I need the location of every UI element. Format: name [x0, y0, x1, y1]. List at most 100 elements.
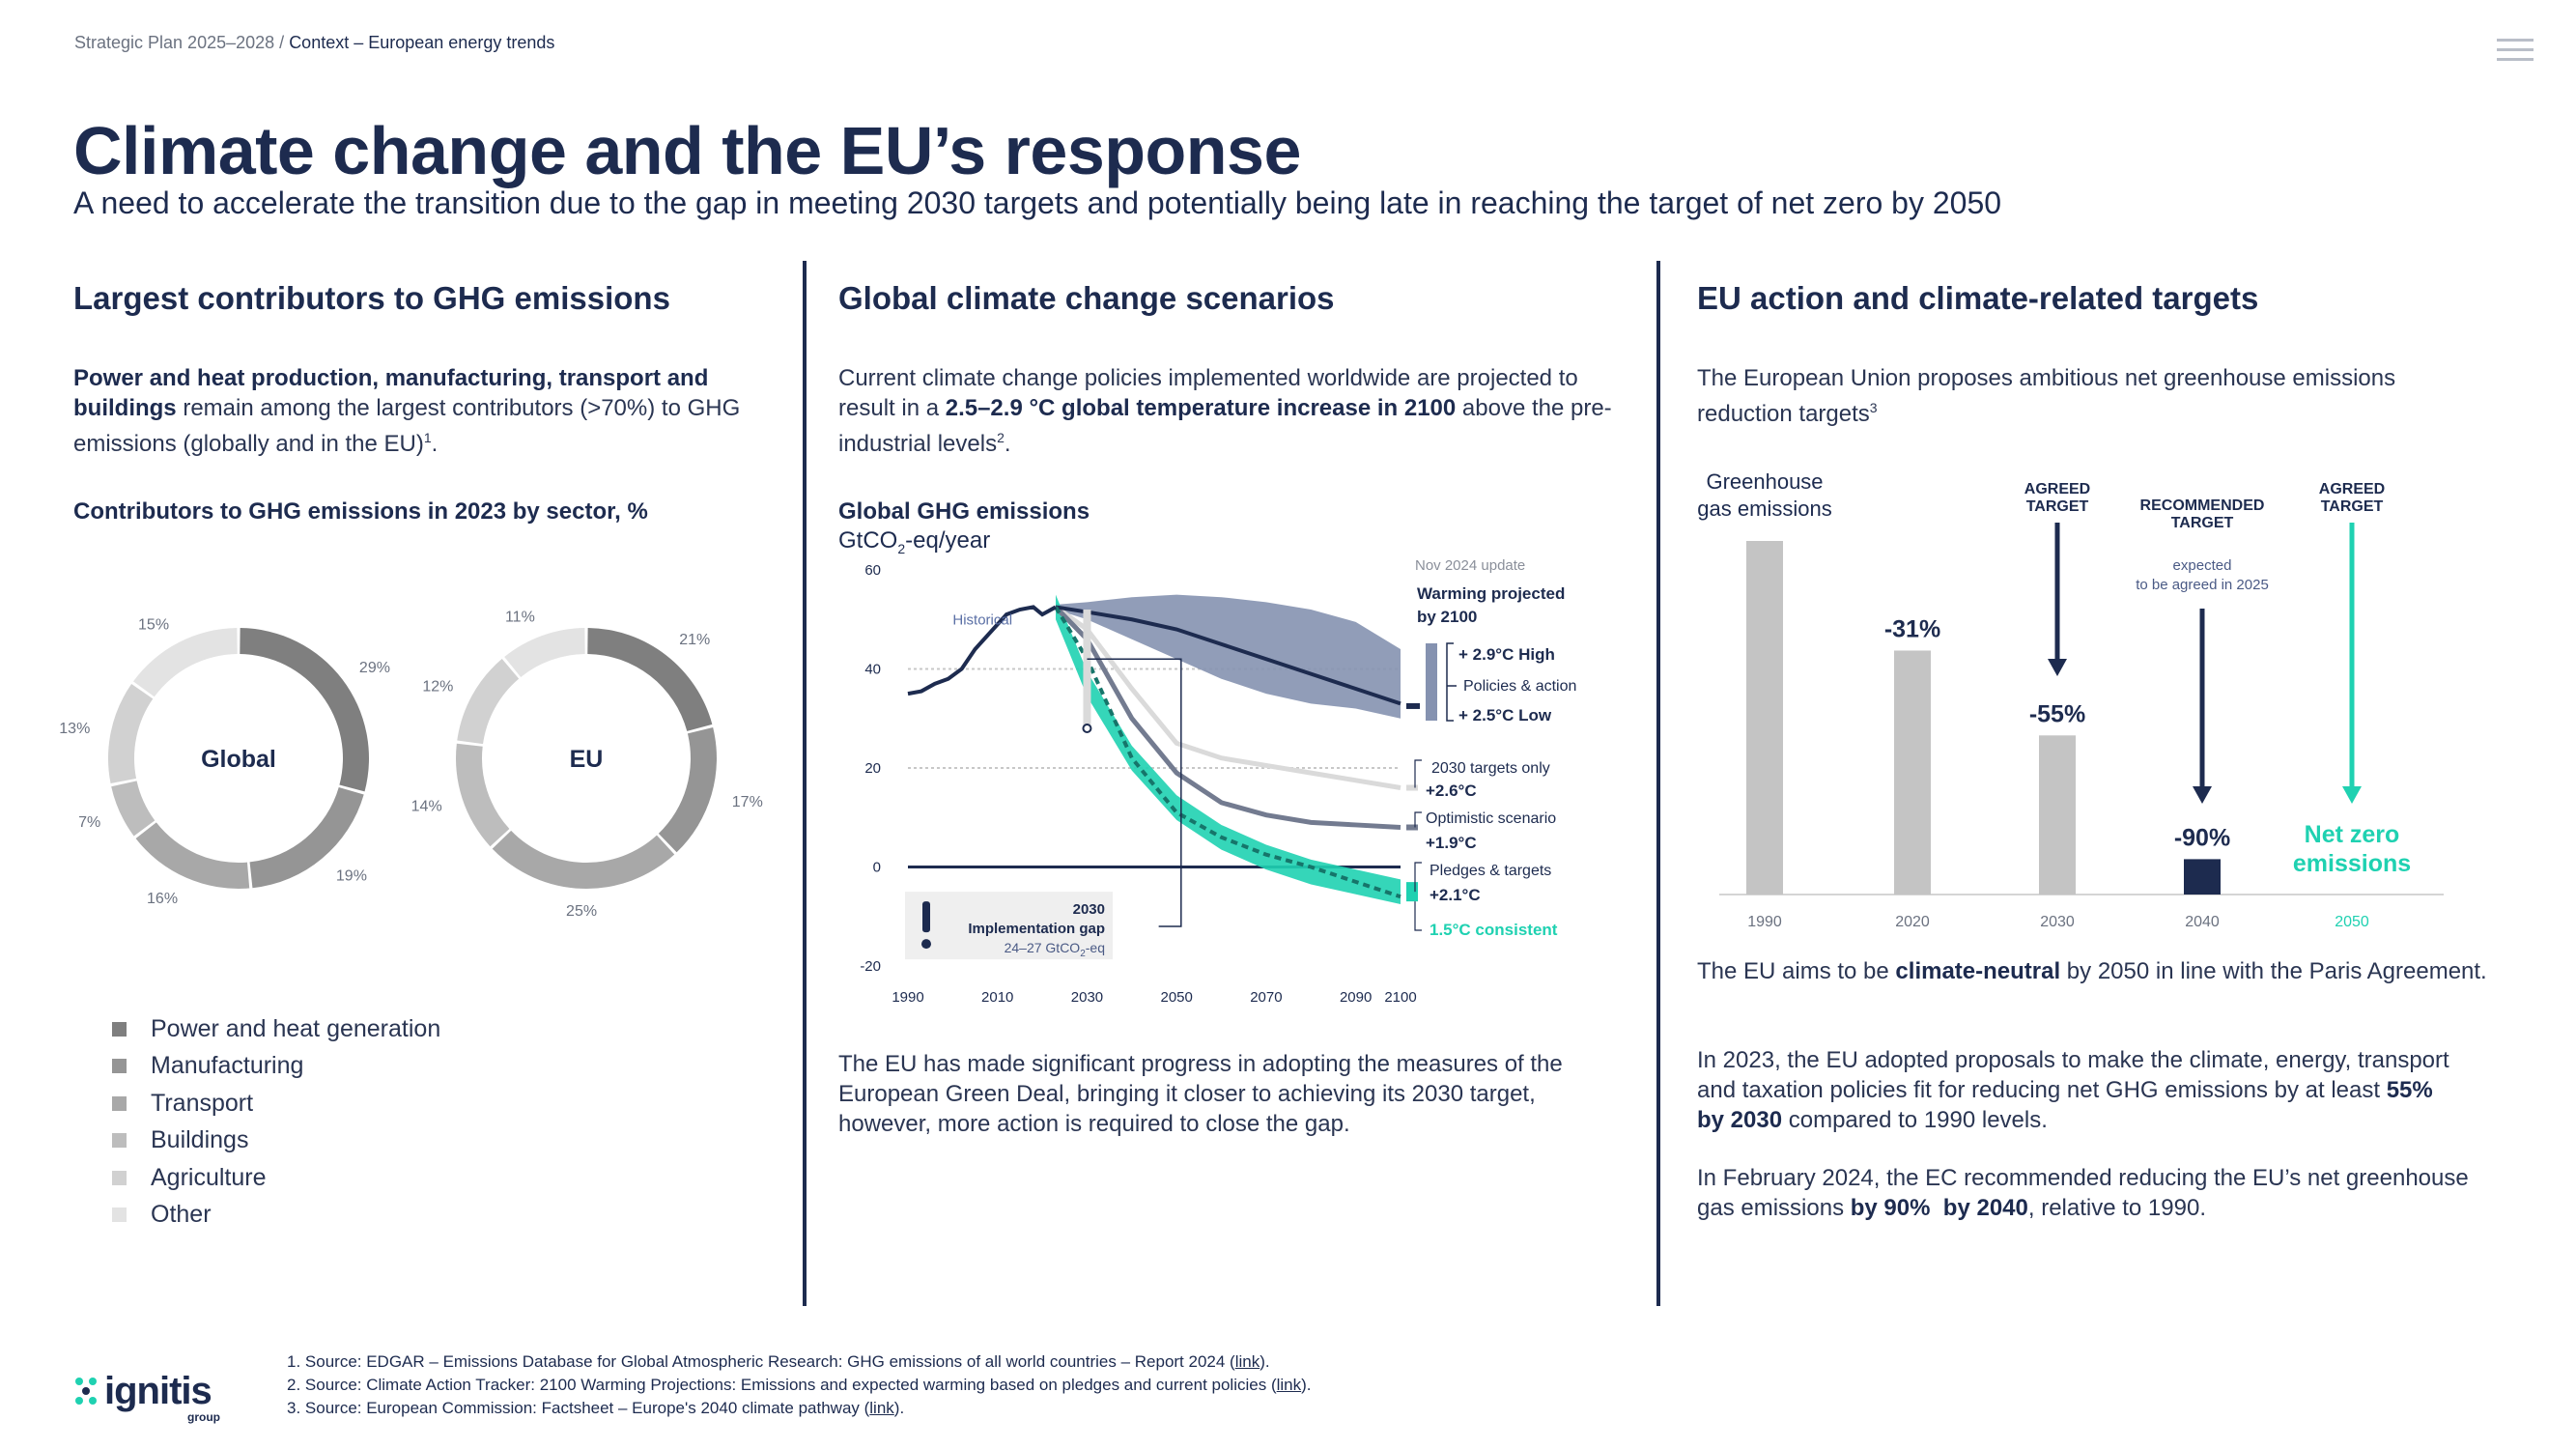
middle-p1-sup: 2: [997, 430, 1005, 445]
historical-line: [907, 605, 1057, 696]
footnote-link[interactable]: link: [1276, 1376, 1302, 1394]
annotation-label-1: RECOMMENDED: [2140, 497, 2265, 514]
y-tick-label: 20: [864, 760, 881, 777]
gap-range-pre: 24–27 GtCO: [1005, 940, 1081, 955]
logo-subtext: group: [187, 1410, 220, 1424]
donut-value-label: 12%: [422, 678, 453, 695]
policies-band: [1056, 594, 1401, 719]
annotation-label-2: TARGET: [2321, 498, 2384, 515]
range-bracket: [1446, 642, 1454, 722]
donut-slice: [135, 822, 250, 889]
legend-swatch: [112, 1021, 127, 1037]
right-p2-bold: climate-neutral: [1895, 958, 2061, 984]
scenario-end-marker: [1406, 824, 1418, 831]
footnote-text: Source: Climate Action Tracker: 2100 War…: [304, 1376, 1277, 1394]
value-label-2: emissions: [2293, 850, 2411, 877]
scenario-chart-unit: GtCO2-eq/year: [838, 527, 990, 556]
middle-p1-b: above the pre-industrial levels: [838, 395, 1612, 457]
donut-slice: [111, 781, 156, 837]
y-tick-label: 0: [873, 860, 881, 876]
legend-label: Manufacturing: [151, 1052, 304, 1080]
donut-slice: [492, 830, 675, 889]
donut-value-label: 11%: [505, 609, 535, 625]
label-consistent: 1.5°C consistent: [1430, 921, 1558, 939]
legend-swatch: [112, 1059, 127, 1074]
annotation-note-2: to be agreed in 2025: [2136, 577, 2269, 593]
bar: [1746, 541, 1783, 895]
legend-label: Agriculture: [151, 1163, 267, 1191]
x-tick-label: 2030: [1071, 989, 1103, 1006]
x-tick-label: 1990: [1747, 914, 1782, 930]
eu-targets-chart: Greenhouse gas emissions 1990 2020 -31% 2030 -…: [1697, 469, 2444, 930]
hamburger-menu-icon[interactable]: [2497, 39, 2534, 64]
footnotes: 1. Source: EDGAR – Emissions Database fo…: [287, 1350, 1312, 1420]
y-tick-label: -20: [860, 958, 881, 975]
label-optimistic-val: +1.9°C: [1426, 834, 1477, 852]
annotation-arrow-head: [2193, 786, 2212, 804]
footnote-link[interactable]: link: [1234, 1352, 1260, 1371]
donut-slice: [249, 787, 364, 889]
footnote-text: Source: EDGAR – Emissions Database for G…: [304, 1352, 1235, 1371]
y-tick-label: 60: [864, 562, 881, 579]
label-leader: [1414, 759, 1422, 788]
footnote-end: ).: [1301, 1376, 1312, 1394]
annotation-arrow-head: [2342, 786, 2362, 804]
donut-value-label: 21%: [679, 632, 710, 648]
label-targets-only: 2030 targets only: [1431, 760, 1550, 777]
value-label-1: Net zero: [2305, 821, 2400, 848]
legend-item: Buildings: [112, 1122, 440, 1160]
right-paragraph-1: The European Union proposes ambitious ne…: [1697, 363, 2489, 429]
footnote-text: Source: European Commission: Factsheet –…: [304, 1399, 870, 1417]
bar: [2039, 735, 2076, 895]
gap-connector: [1087, 658, 1182, 927]
left-p1-rest: remain among the largest contributors (>…: [73, 395, 741, 457]
legend-item: Other: [112, 1197, 440, 1235]
series-label-2: gas emissions: [1697, 497, 1831, 521]
scenario-end-marker: [1406, 882, 1418, 902]
middle-p1-a: Current climate change policies implemen…: [838, 365, 1578, 421]
gap-year: 2030: [1073, 901, 1105, 918]
x-tick-label: 2090: [1340, 989, 1372, 1006]
donut-value-label: 13%: [59, 721, 90, 737]
legend-item: Power and heat generation: [112, 1010, 440, 1048]
right-p3-bold2: by 2030: [1697, 1107, 1783, 1133]
footnote: 3. Source: European Commission: Factshee…: [287, 1397, 1312, 1420]
label-pledges-val: +2.1°C: [1430, 886, 1481, 904]
right-p1-sup: 3: [1869, 400, 1878, 415]
legend-swatch: [112, 1208, 127, 1223]
footnote-link[interactable]: link: [869, 1399, 894, 1417]
gap-range-post: -eq: [1086, 940, 1105, 955]
right-p4-bold2: by 2040: [1942, 1195, 2028, 1221]
donut-value-label: 15%: [138, 616, 169, 633]
gap-range: 24–27 GtCO2-eq: [1005, 940, 1105, 959]
y-tick-label: 40: [864, 662, 881, 678]
legend-item: Transport: [112, 1085, 440, 1122]
left-paragraph: Power and heat production, manufacturing…: [73, 365, 741, 457]
label-leader: [1414, 862, 1422, 893]
x-tick-label: 2070: [1250, 989, 1282, 1006]
annotation-label-1: AGREED: [2024, 481, 2090, 497]
logo-wordmark: ignitis: [104, 1370, 212, 1412]
label-pledges: Pledges & targets: [1430, 863, 1551, 879]
legend-label: Transport: [151, 1089, 254, 1117]
x-tick-label: 2050: [1160, 989, 1192, 1006]
legend-swatch: [112, 1133, 127, 1149]
gap-range-sub: 2: [1080, 949, 1086, 959]
annotation-label-1: AGREED: [2319, 481, 2385, 497]
right-p3-a: In 2023, the EU adopted proposals to mak…: [1697, 1047, 2449, 1103]
historical-label: Historical: [952, 611, 1012, 628]
donut-slice: [658, 726, 717, 853]
donut-value-label: 17%: [732, 794, 763, 810]
breadcrumb-root[interactable]: Strategic Plan 2025–2028 /: [74, 33, 285, 52]
column-divider-2: [1656, 261, 1660, 1306]
footnote-number: 2.: [287, 1376, 305, 1394]
policies-marker: [1406, 702, 1420, 709]
page-subtitle: A need to accelerate the transition due …: [73, 185, 2002, 220]
column-divider-1: [803, 261, 807, 1306]
scenario-line: [1054, 606, 1401, 899]
unit-pre: GtCO: [838, 527, 898, 554]
footnote-end: ).: [893, 1399, 905, 1417]
gap-alert-icon: [922, 901, 930, 933]
legend-label: Power and heat generation: [151, 1014, 441, 1042]
donut-slice: [240, 628, 369, 792]
